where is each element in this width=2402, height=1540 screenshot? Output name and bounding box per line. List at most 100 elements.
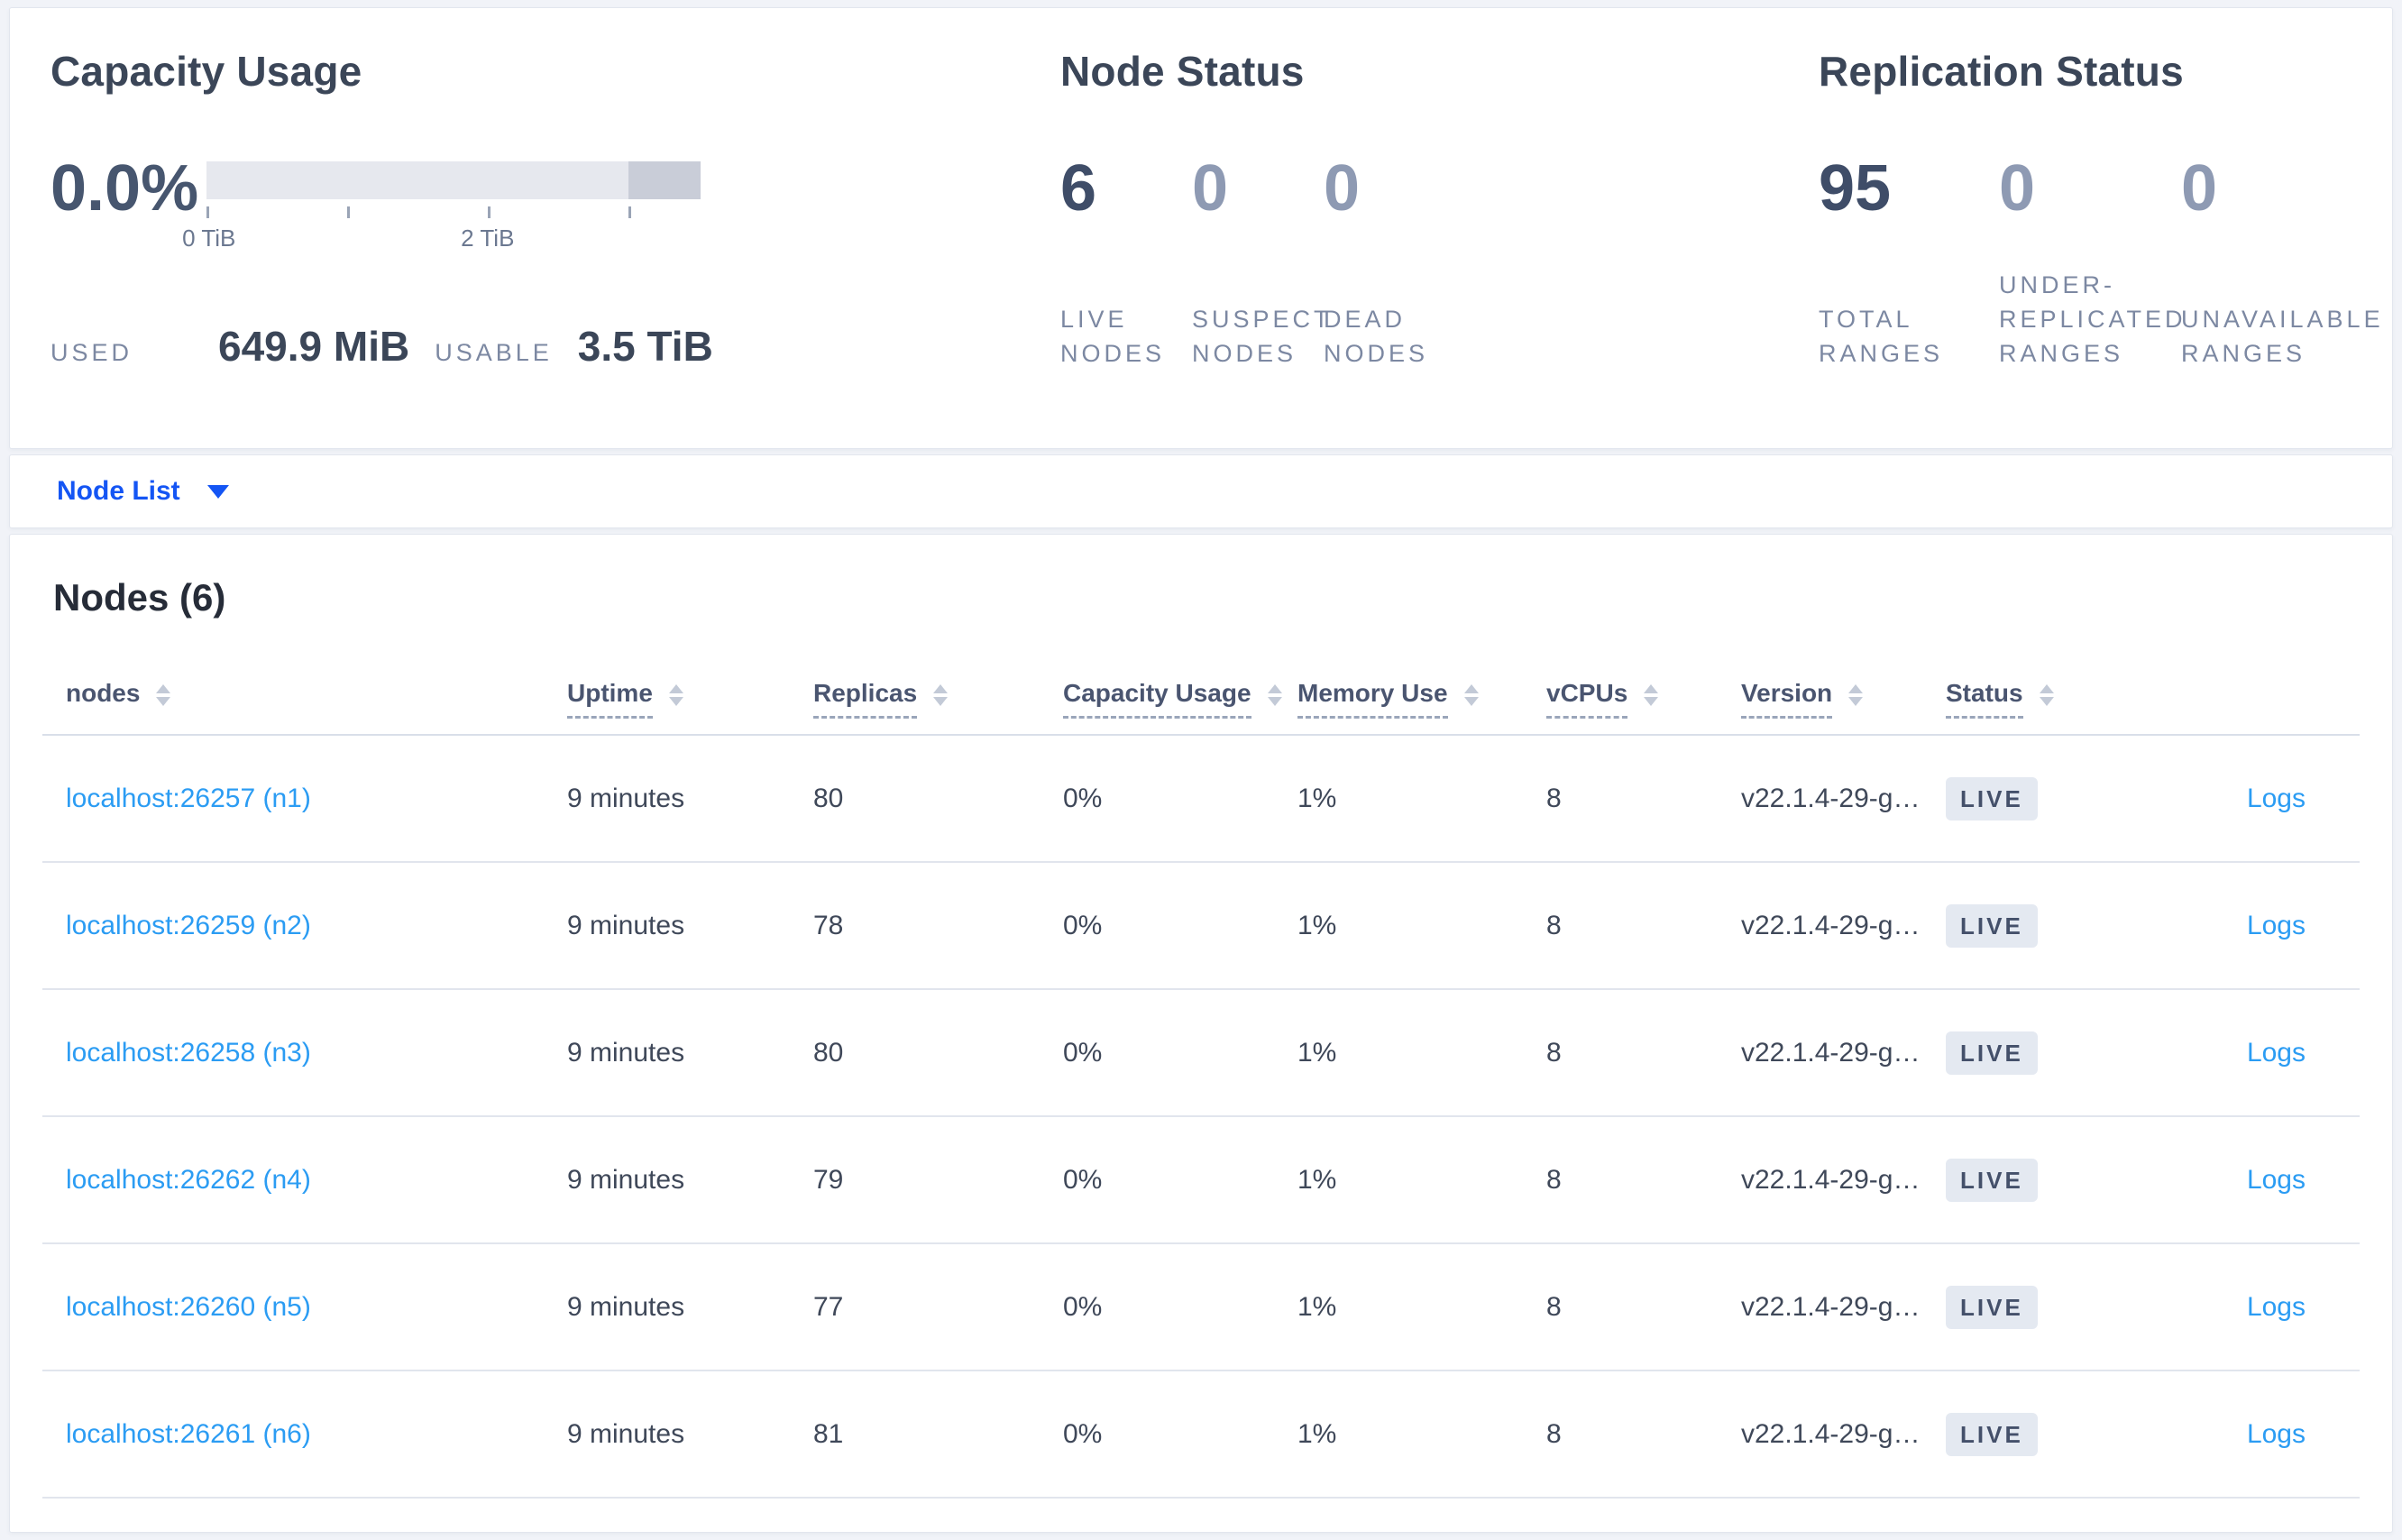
sort-icon (1267, 684, 1282, 706)
memory-use-cell: 1% (1297, 1164, 1337, 1195)
node-address-cell: localhost:26257 (n1) (42, 784, 567, 814)
table-row: localhost:26257 (n1) 9 minutes 80 0% 1% … (42, 736, 2360, 863)
unavailable-ranges-count: 0 (2181, 152, 2218, 225)
axis-label-2tib: 2 TiB (461, 225, 515, 252)
capacity-usage-cell: 0% (1063, 1037, 1103, 1068)
vcpus-cell: 8 (1546, 1037, 1562, 1068)
usable-label: USABLE (435, 339, 553, 366)
dead-nodes-count: 0 (1324, 152, 1361, 225)
column-header-version[interactable]: Version (1741, 680, 1946, 719)
capacity-usage-section: Capacity Usage 0.0% 0 TiB 2 TiB USED 649… (50, 46, 713, 371)
column-header-memory-use[interactable]: Memory Use (1297, 680, 1546, 719)
column-header-capacity-usage[interactable]: Capacity Usage (1063, 680, 1297, 719)
capacity-usage-bar-chart: 0 TiB 2 TiB (182, 161, 701, 259)
used-label: USED (50, 339, 133, 366)
version-cell: v22.1.4-29-g… (1741, 1418, 1921, 1449)
logs-link[interactable]: Logs (2246, 1164, 2306, 1195)
vcpus-cell: 8 (1546, 783, 1562, 813)
logs-link[interactable]: Logs (2246, 910, 2306, 940)
version-cell: v22.1.4-29-g… (1741, 1291, 1921, 1322)
node-address-link[interactable]: localhost:26262 (n4) (66, 1164, 311, 1195)
total-ranges-label: TOTAL RANGES (1819, 306, 1944, 367)
logs-link[interactable]: Logs (2246, 783, 2306, 813)
column-header-status[interactable]: Status (1946, 680, 2171, 719)
uptime-cell: 9 minutes (567, 1418, 685, 1449)
logs-cell: Logs (2171, 1419, 2360, 1450)
logs-link[interactable]: Logs (2246, 1291, 2306, 1322)
axis-tick (206, 206, 209, 218)
status-cell: LIVE (1946, 776, 2171, 820)
under-replicated-ranges-label: UNDER- REPLICATED RANGES (1999, 271, 2187, 367)
status-badge: LIVE (1946, 1285, 2038, 1329)
status-cell: LIVE (1946, 1285, 2171, 1329)
logs-cell: Logs (2171, 911, 2360, 941)
uptime-cell: 9 minutes (567, 783, 685, 813)
chevron-down-icon (206, 484, 229, 499)
replicas-cell: 80 (813, 1037, 844, 1068)
node-list-dropdown[interactable]: Node List (57, 476, 229, 507)
node-address-cell: localhost:26258 (n3) (42, 1038, 567, 1068)
table-row: localhost:26260 (n5) 9 minutes 77 0% 1% … (42, 1244, 2360, 1371)
column-header-vcpus[interactable]: vCPUs (1546, 680, 1741, 719)
axis-tick (628, 206, 631, 218)
capacity-used-percent: 0.0% (50, 152, 199, 225)
total-ranges-count: 95 (1819, 152, 1892, 225)
replicas-cell: 81 (813, 1418, 844, 1449)
capacity-usage-cell: 0% (1063, 1291, 1103, 1322)
under-replicated-ranges-count: 0 (1999, 152, 2036, 225)
logs-cell: Logs (2171, 784, 2360, 814)
column-header-replicas[interactable]: Replicas (813, 680, 1063, 719)
capacity-usage-title: Capacity Usage (50, 48, 362, 95)
replicas-cell: 78 (813, 910, 844, 940)
node-address-link[interactable]: localhost:26260 (n5) (66, 1291, 311, 1322)
version-cell: v22.1.4-29-g… (1741, 783, 1921, 813)
node-address-cell: localhost:26259 (n2) (42, 911, 567, 941)
status-cell: LIVE (1946, 1158, 2171, 1202)
capacity-bar-dark-segment (628, 161, 701, 199)
table-row: localhost:26259 (n2) 9 minutes 78 0% 1% … (42, 863, 2360, 990)
memory-use-cell: 1% (1297, 910, 1337, 940)
suspect-nodes-label: SUSPECT NODES (1192, 306, 1333, 367)
nodes-table-body: localhost:26257 (n1) 9 minutes 80 0% 1% … (42, 736, 2360, 1499)
node-address-link[interactable]: localhost:26259 (n2) (66, 910, 311, 940)
version-cell: v22.1.4-29-g… (1741, 910, 1921, 940)
logs-cell: Logs (2171, 1165, 2360, 1196)
vcpus-cell: 8 (1546, 910, 1562, 940)
capacity-usage-cell: 0% (1063, 783, 1103, 813)
status-cell: LIVE (1946, 1031, 2171, 1075)
node-address-link[interactable]: localhost:26261 (n6) (66, 1418, 311, 1449)
axis-tick (347, 206, 351, 218)
logs-cell: Logs (2171, 1292, 2360, 1323)
node-address-link[interactable]: localhost:26257 (n1) (66, 783, 311, 813)
table-row: localhost:26262 (n4) 9 minutes 79 0% 1% … (42, 1117, 2360, 1244)
sort-icon (668, 684, 683, 706)
sort-icon (933, 684, 949, 706)
column-header-uptime[interactable]: Uptime (567, 680, 813, 719)
live-nodes-label: LIVE NODES (1060, 306, 1166, 367)
dead-nodes-label: DEAD NODES (1324, 306, 1429, 367)
replication-status-title: Replication Status (1819, 48, 2184, 95)
unavailable-ranges-label: UNAVAILABLE RANGES (2181, 306, 2384, 367)
status-cell: LIVE (1946, 903, 2171, 948)
status-cell: LIVE (1946, 1412, 2171, 1456)
uptime-cell: 9 minutes (567, 910, 685, 940)
uptime-cell: 9 minutes (567, 1037, 685, 1068)
axis-tick (487, 206, 490, 218)
logs-cell: Logs (2171, 1038, 2360, 1068)
capacity-bar-track (206, 161, 701, 199)
vcpus-cell: 8 (1546, 1418, 1562, 1449)
logs-link[interactable]: Logs (2246, 1037, 2306, 1068)
vcpus-cell: 8 (1546, 1164, 1562, 1195)
memory-use-cell: 1% (1297, 783, 1337, 813)
node-address-link[interactable]: localhost:26258 (n3) (66, 1037, 311, 1068)
sort-icon (156, 684, 171, 706)
node-list-dropdown-label: Node List (57, 476, 180, 506)
uptime-cell: 9 minutes (567, 1291, 685, 1322)
logs-link[interactable]: Logs (2246, 1418, 2306, 1449)
column-header-nodes[interactable]: nodes (42, 680, 567, 707)
axis-label-0tib: 0 TiB (182, 225, 236, 252)
status-badge: LIVE (1946, 1412, 2038, 1456)
replicas-cell: 77 (813, 1291, 844, 1322)
replicas-cell: 79 (813, 1164, 844, 1195)
replicas-cell: 80 (813, 783, 844, 813)
